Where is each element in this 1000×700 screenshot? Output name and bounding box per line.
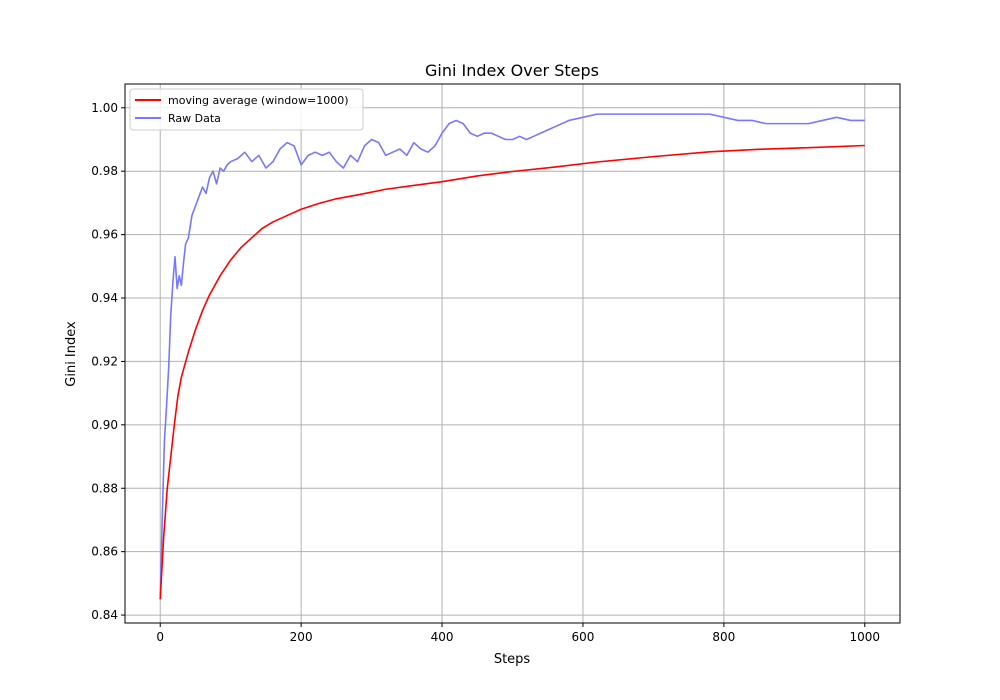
legend-label-moving-average: moving average (window=1000) [168, 94, 349, 107]
y-tick-label: 0.98 [91, 164, 118, 178]
plot-frame [124, 83, 901, 624]
y-tick-label: 0.92 [91, 354, 118, 368]
legend-label-raw-data: Raw Data [168, 112, 221, 125]
y-tick-label: 0.88 [91, 481, 118, 495]
x-axis-title: Steps [494, 652, 531, 667]
y-tick-label: 0.84 [91, 608, 118, 622]
y-tick-label: 0.86 [91, 545, 118, 559]
chart-title: Gini Index Over Steps [425, 61, 599, 80]
x-tick-label: 200 [290, 630, 313, 644]
y-tick-label: 0.94 [91, 291, 118, 305]
legend: moving average (window=1000) Raw Data [129, 88, 364, 131]
x-tick-label: 400 [431, 630, 454, 644]
ticks: 0 200 400 600 800 1000 0.84 0.86 0.88 0.90 0.92 0.9… [91, 101, 880, 644]
x-tick-label: 0 [156, 630, 164, 644]
x-tick-label: 800 [712, 630, 735, 644]
x-tick-label: 600 [572, 630, 595, 644]
y-tick-label: 1.00 [91, 101, 118, 115]
series-line-raw-data [159, 113, 865, 600]
x-tick-label: 1000 [849, 630, 880, 644]
series-layer [159, 113, 865, 600]
y-tick-label: 0.96 [91, 228, 118, 242]
series-line-moving-average [159, 144, 865, 600]
legend-box [129, 88, 364, 131]
y-axis-title: Gini Index [64, 321, 79, 387]
y-tick-label: 0.90 [91, 418, 118, 432]
